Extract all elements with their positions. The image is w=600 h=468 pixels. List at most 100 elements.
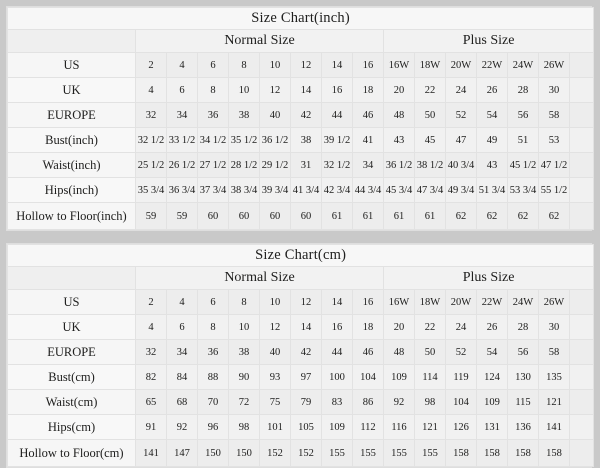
table-row: UK 4 6 8 10 12 14 16 18 20 22 24 26 28 30 [7, 77, 595, 103]
size-chart-table-2: Size Chart(cm) Normal Size Plus Size US 2 4 6 8… [6, 243, 595, 468]
table-cell: 26 [476, 77, 508, 103]
row-label: Waist(cm) [7, 389, 136, 415]
group-header-corner [7, 29, 136, 53]
table-cell: 4 [135, 314, 167, 340]
table-cell: 28 1/2 [228, 152, 260, 178]
table-cell: 16W [383, 52, 415, 78]
table-cell: 147 [166, 439, 198, 467]
table-cell: 155 [383, 439, 415, 467]
table-cell: 51 [507, 127, 539, 153]
table-cell-spacer [568, 52, 595, 78]
row-label: Bust(cm) [7, 364, 136, 390]
table-cell-spacer [568, 77, 595, 103]
row-label: Waist(inch) [7, 152, 136, 178]
table-cell: 20W [445, 289, 477, 315]
table-cell: 50 [414, 102, 446, 128]
table-cell: 14 [321, 52, 353, 78]
table-cell: 48 [383, 102, 415, 128]
table-cell: 114 [414, 364, 446, 390]
table-cell: 20 [383, 314, 415, 340]
table-cell: 141 [135, 439, 167, 467]
table-cell: 26W [538, 52, 570, 78]
table-cell: 34 [166, 102, 198, 128]
table-cell: 155 [414, 439, 446, 467]
table-cell: 53 [538, 127, 570, 153]
table-cell-spacer [568, 339, 595, 365]
table-cell: 104 [445, 389, 477, 415]
table-cell: 12 [290, 289, 322, 315]
table-cell-spacer [568, 202, 595, 230]
table-cell: 39 1/2 [321, 127, 353, 153]
table-row: EUROPE 32 34 36 38 40 42 44 46 48 50 52 54 56 58 [7, 102, 595, 128]
table-cell: 10 [228, 314, 260, 340]
table-cell: 24W [507, 289, 539, 315]
table-cell: 26W [538, 289, 570, 315]
table-cell: 6 [197, 52, 229, 78]
table-cell: 43 [476, 152, 508, 178]
table-cell: 42 [290, 102, 322, 128]
table-cell: 55 1/2 [538, 177, 570, 203]
table-cell: 93 [259, 364, 291, 390]
table-cell: 45 [414, 127, 446, 153]
table-row: Bust(inch) 32 1/2 33 1/2 34 1/2 35 1/2 36 1/2… [7, 127, 595, 153]
table-cell: 52 [445, 339, 477, 365]
row-label: UK [7, 77, 136, 103]
table-cell: 46 [352, 339, 384, 365]
row-label: Bust(inch) [7, 127, 136, 153]
table-cell: 41 3/4 [290, 177, 322, 203]
table-cell: 116 [383, 414, 415, 440]
table-cell: 75 [259, 389, 291, 415]
table-cell: 115 [507, 389, 539, 415]
table-cell: 35 1/2 [228, 127, 260, 153]
table-cell: 16 [321, 77, 353, 103]
table-cell: 35 3/4 [135, 177, 167, 203]
table-cell: 90 [228, 364, 260, 390]
group-header-normal-size: Normal Size [135, 266, 384, 290]
table-cell: 8 [228, 52, 260, 78]
table-cell: 12 [290, 52, 322, 78]
table-cell: 32 1/2 [321, 152, 353, 178]
table-cell: 32 [135, 339, 167, 365]
table-cell: 82 [135, 364, 167, 390]
table-cell: 18W [414, 289, 446, 315]
table-cell: 12 [259, 314, 291, 340]
row-label: Hips(inch) [7, 177, 136, 203]
size-table: Size Chart(cm) Normal Size Plus Size US 2 4 6 8… [6, 244, 595, 467]
table-cell: 62 [507, 202, 539, 230]
table-cell: 40 3/4 [445, 152, 477, 178]
table-cell: 38 [290, 127, 322, 153]
table-cell: 47 3/4 [414, 177, 446, 203]
table-cell: 38 [228, 102, 260, 128]
row-label: EUROPE [7, 102, 136, 128]
table-cell: 60 [197, 202, 229, 230]
table-cell: 22 [414, 77, 446, 103]
table-cell: 119 [445, 364, 477, 390]
group-header-plus-size: Plus Size [382, 266, 595, 290]
table-cell: 136 [507, 414, 539, 440]
table-cell: 34 1/2 [197, 127, 229, 153]
table-cell: 18 [352, 77, 384, 103]
table-cell: 104 [352, 364, 384, 390]
table-cell: 28 [507, 77, 539, 103]
table-cell: 36 3/4 [166, 177, 198, 203]
table-cell: 131 [476, 414, 508, 440]
table-cell: 121 [538, 389, 570, 415]
table-cell: 121 [414, 414, 446, 440]
table-cell-spacer [568, 439, 595, 467]
table-cell: 155 [321, 439, 353, 467]
table-cell: 38 1/2 [414, 152, 446, 178]
table-cell: 45 3/4 [383, 177, 415, 203]
table-cell: 135 [538, 364, 570, 390]
table-cell: 48 [383, 339, 415, 365]
table-row: Hollow to Floor(inch) 59 59 60 60 60 60 61 61 61 6… [7, 202, 595, 230]
table-cell: 16 [352, 52, 384, 78]
group-header-plus-size: Plus Size [382, 29, 595, 53]
table-cell: 101 [259, 414, 291, 440]
table-cell: 79 [290, 389, 322, 415]
table-cell: 20W [445, 52, 477, 78]
table-cell: 26 1/2 [166, 152, 198, 178]
table-cell: 124 [476, 364, 508, 390]
table-cell: 36 [197, 339, 229, 365]
table-cell: 41 [352, 127, 384, 153]
